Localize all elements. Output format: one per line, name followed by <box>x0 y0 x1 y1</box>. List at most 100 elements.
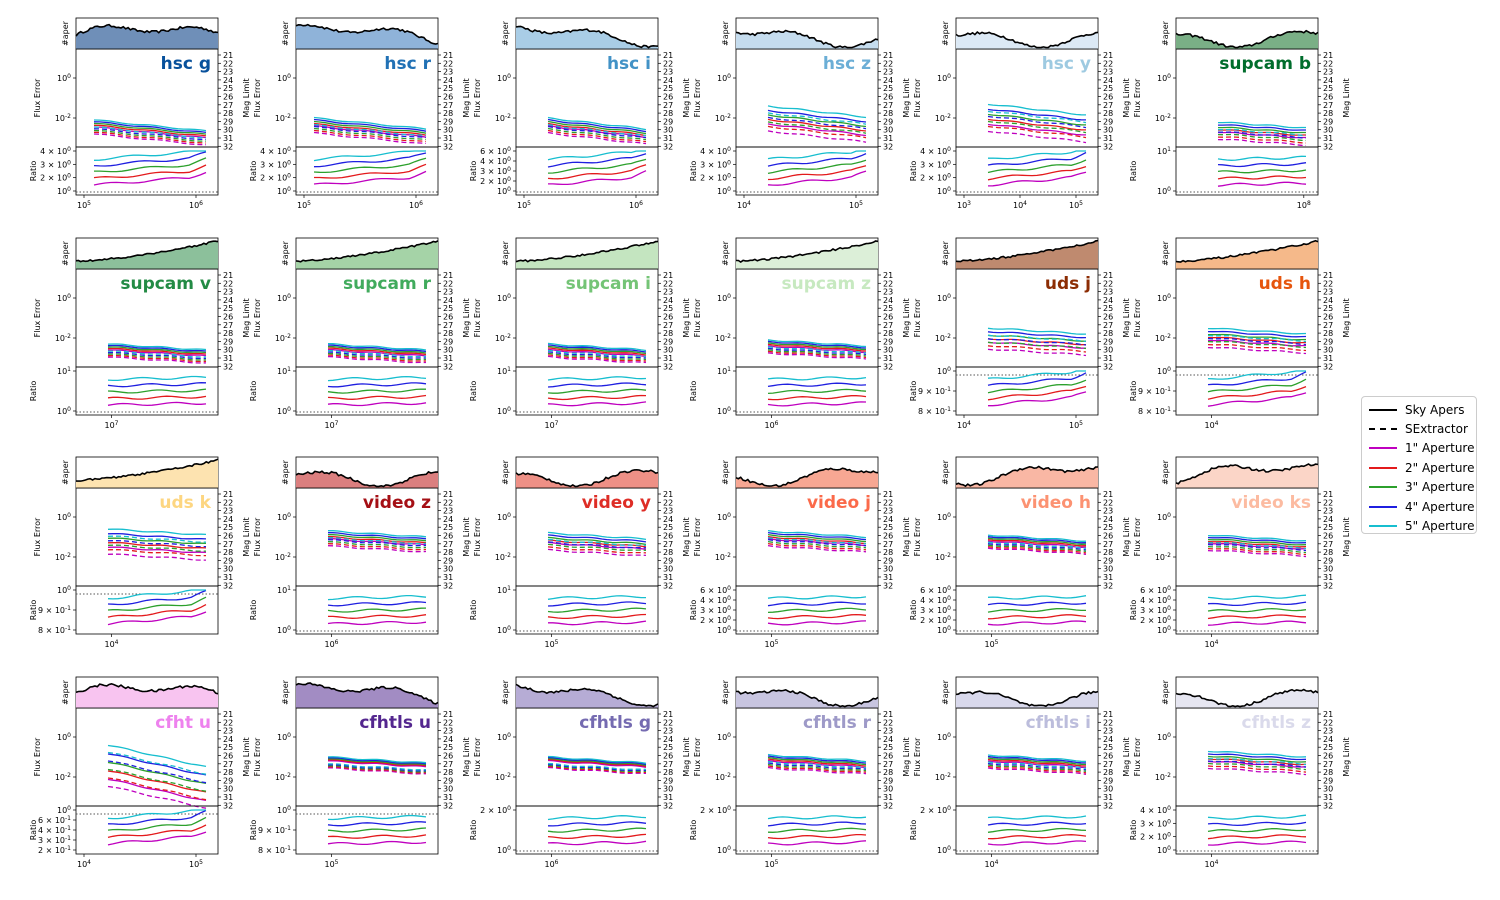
mag-tick-label: 31 <box>223 134 233 143</box>
ratio-line-aperture-4 <box>987 821 1087 826</box>
flux-line-sextractor-4 <box>107 351 207 360</box>
ratio-ytick-label: 100 <box>937 366 951 376</box>
flux-line-aperture-3 <box>547 345 647 355</box>
flux-line-sextractor-3 <box>107 353 207 361</box>
flux-line-sextractor-5 <box>547 123 647 137</box>
ratio-ytick-label: 100 <box>937 845 951 855</box>
mag-tick-label: 31 <box>883 573 893 582</box>
flux-line-sextractor-1 <box>767 544 867 553</box>
flux-line-aperture-5 <box>107 744 207 768</box>
flux-line-sextractor-1 <box>107 785 207 809</box>
flux-line-sextractor-2 <box>547 354 647 362</box>
mag-tick-label: 28 <box>1323 109 1333 118</box>
mag-tick-label: 27 <box>883 540 893 549</box>
mag-tick-label: 22 <box>883 498 893 507</box>
band-label: supcam i <box>566 274 651 294</box>
mag-tick-label: 22 <box>443 498 453 507</box>
mag-tick-label: 27 <box>1323 101 1333 110</box>
flux-ylabel: Flux Error <box>253 298 262 337</box>
ratio-line-aperture-1 <box>988 391 1087 407</box>
mag-tick-label: 28 <box>1103 548 1113 557</box>
flux-line-aperture-2 <box>987 758 1087 767</box>
ratio-line-aperture-5 <box>1217 155 1307 161</box>
mag-tick-label: 28 <box>663 109 673 118</box>
flux-ytick-label: 10-2 <box>935 333 951 343</box>
mag-ylabel: Mag Limit <box>242 737 251 776</box>
mag-tick-label: 23 <box>1103 68 1113 77</box>
flux-ylabel: Flux Error <box>693 298 702 337</box>
mag-tick-label: 23 <box>883 68 893 77</box>
flux-line-aperture-2 <box>107 541 207 549</box>
mag-tick-label: 29 <box>443 117 453 126</box>
mag-tick-label: 23 <box>223 68 233 77</box>
mag-tick-label: 29 <box>883 776 893 785</box>
ratio-ylabel: Ratio <box>909 381 918 402</box>
ratio-ytick-label: 9 × 10-1 <box>1138 386 1171 396</box>
mag-tick-label: 22 <box>883 59 893 68</box>
mag-tick-label: 32 <box>443 801 453 810</box>
ratio-ylabel: Ratio <box>689 381 698 402</box>
mag-tick-label: 21 <box>663 271 673 280</box>
ratio-line-aperture-4 <box>93 151 207 167</box>
mag-tick-label: 27 <box>223 760 233 769</box>
flux-line-sextractor-1 <box>547 355 647 364</box>
mag-tick-label: 24 <box>223 296 233 305</box>
ratio-xtick-label: 106 <box>629 200 643 210</box>
mag-tick-label: 29 <box>1323 117 1333 126</box>
hist-line <box>515 683 659 708</box>
flux-line-sextractor-3 <box>1207 545 1307 554</box>
hist-line <box>76 458 219 482</box>
legend-item: 5" Aperture <box>1362 516 1476 535</box>
flux-line-sextractor-1 <box>987 348 1087 357</box>
flux-line-aperture-2 <box>767 758 867 767</box>
legend-swatch <box>1369 505 1397 508</box>
mag-tick-label: 30 <box>223 785 233 794</box>
hist-fill <box>1176 240 1318 269</box>
mag-tick-label: 23 <box>1323 68 1333 77</box>
mag-tick-label: 28 <box>1323 768 1333 777</box>
band-label: video ks <box>1231 493 1311 513</box>
hist-line <box>75 23 219 37</box>
flux-line-sextractor-3 <box>93 129 207 142</box>
flux-ytick-label: 10-2 <box>1155 113 1171 123</box>
mag-tick-label: 30 <box>663 126 673 135</box>
flux-line-aperture-4 <box>107 753 207 776</box>
mag-tick-label: 31 <box>443 573 453 582</box>
ratio-line-aperture-1 <box>313 170 427 185</box>
ratio-ytick-label: 101 <box>717 366 731 376</box>
ratio-ylabel: Ratio <box>689 820 698 841</box>
flux-line-aperture-3 <box>767 342 867 351</box>
flux-ylabel: Flux Error <box>1133 78 1142 117</box>
mag-tick-label: 31 <box>223 793 233 802</box>
flux-line-sextractor-1 <box>1207 549 1307 558</box>
hist-ylabel: #aper <box>941 459 950 485</box>
mag-tick-label: 32 <box>883 142 893 151</box>
mag-tick-label: 28 <box>443 329 453 338</box>
flux-ytick-label: 100 <box>277 293 291 303</box>
ratio-xtick-label: 105 <box>984 639 998 649</box>
mag-tick-label: 24 <box>1103 515 1113 524</box>
mag-tick-label: 28 <box>223 329 233 338</box>
mag-tick-label: 28 <box>1103 329 1113 338</box>
flux-line-sextractor-2 <box>987 345 1087 353</box>
ratio-line-aperture-3 <box>767 159 867 175</box>
mag-tick-label: 30 <box>1323 785 1333 794</box>
flux-ylabel: Flux Error <box>693 737 702 776</box>
flux-line-aperture-5 <box>547 342 647 352</box>
mag-tick-label: 28 <box>1103 109 1113 118</box>
mag-tick-label: 26 <box>223 752 233 761</box>
mag-tick-label: 24 <box>1103 76 1113 85</box>
ratio-line-aperture-2 <box>767 395 867 401</box>
mag-tick-label: 30 <box>1103 346 1113 355</box>
mag-tick-label: 30 <box>883 785 893 794</box>
ratio-ytick-label: 9 × 10-1 <box>38 605 71 615</box>
flux-line-aperture-4 <box>547 756 647 765</box>
mag-tick-label: 21 <box>1323 271 1333 280</box>
mag-tick-label: 28 <box>883 768 893 777</box>
ratio-ytick-label: 100 <box>1157 625 1171 635</box>
